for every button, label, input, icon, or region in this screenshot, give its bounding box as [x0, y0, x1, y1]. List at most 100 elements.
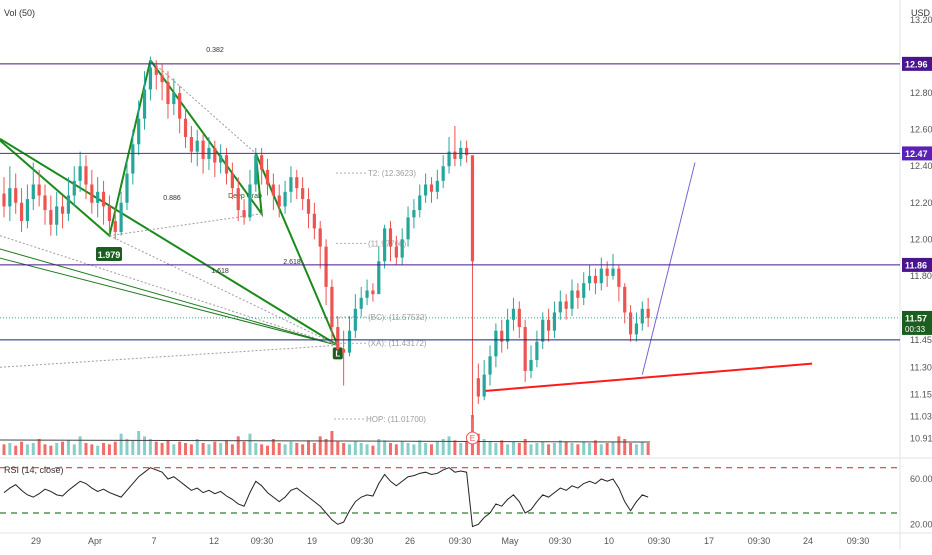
candle-body: [605, 268, 609, 276]
candle: [49, 195, 53, 236]
candle-body: [119, 202, 123, 233]
candle: [476, 363, 480, 404]
candle: [312, 202, 316, 240]
volume-bar: [271, 439, 275, 455]
candle-body: [142, 89, 147, 119]
last-price-badge-bg: [902, 310, 932, 335]
candle-body: [201, 140, 205, 159]
candle-body: [576, 290, 580, 298]
candle-body: [646, 308, 650, 318]
volume-bar: [599, 444, 603, 455]
candle: [529, 345, 533, 379]
volume-bar: [307, 440, 311, 455]
time-tick-label: Apr: [88, 536, 102, 546]
volume-bar: [61, 441, 65, 455]
candle-body: [318, 228, 322, 247]
candle: [623, 283, 627, 324]
candle-body: [623, 286, 627, 313]
volume-bar: [154, 441, 158, 455]
volume-bar: [166, 440, 170, 455]
candle-body: [183, 118, 188, 137]
candle: [447, 136, 451, 174]
volume-bar: [447, 436, 451, 455]
volume-ma-line: [0, 439, 651, 443]
trend-line: [484, 362, 813, 393]
volume-bar: [148, 439, 152, 455]
volume-bar: [102, 443, 106, 455]
volume-bar: [236, 436, 240, 455]
candle: [552, 301, 557, 339]
candle-body: [60, 206, 65, 214]
candle-body: [107, 206, 112, 222]
candle: [101, 180, 106, 225]
volume-bar: [248, 433, 252, 455]
candle: [254, 147, 258, 192]
trend-line: [641, 162, 696, 375]
candle-body: [552, 312, 557, 331]
candle-body: [101, 191, 106, 207]
candle-body: [295, 177, 299, 189]
volume-bar: [49, 445, 53, 455]
volume-bar: [412, 444, 416, 455]
candle-body: [359, 297, 363, 309]
candle-body: [406, 217, 410, 240]
candle-body: [628, 312, 633, 335]
candle-body: [131, 144, 135, 174]
candle: [570, 279, 574, 317]
pattern-connector: [150, 59, 257, 154]
candle-body: [617, 268, 621, 287]
volume-bar: [506, 444, 510, 455]
candle-body: [55, 206, 59, 225]
volume-bar: [564, 441, 568, 455]
candle-body: [447, 151, 451, 167]
volume-bar: [25, 444, 29, 455]
candle: [383, 224, 387, 269]
candle: [511, 297, 516, 331]
candle-body: [599, 268, 603, 284]
candle: [371, 283, 375, 302]
candle: [500, 319, 504, 353]
price-tick-label: 11.15: [910, 390, 932, 400]
volume-bar: [131, 440, 135, 455]
candle: [8, 166, 12, 222]
candle: [453, 126, 457, 167]
candle-body: [564, 301, 568, 309]
candle-body: [90, 184, 94, 203]
volume-bar: [634, 444, 638, 455]
candle-body: [242, 210, 246, 218]
candle-body: [353, 308, 357, 331]
candle-body: [260, 155, 264, 170]
volume-bar: [435, 441, 439, 455]
level-badge-bg: [902, 146, 932, 161]
candle: [617, 264, 621, 302]
candle-body: [78, 166, 82, 181]
candle: [412, 199, 416, 229]
time-tick-label: 29: [31, 536, 41, 546]
volume-bar: [535, 443, 539, 455]
volume-bar: [365, 444, 369, 455]
price-tick-label: 12.00: [910, 234, 932, 244]
volume-bar: [640, 441, 644, 455]
rsi-line: [3, 467, 649, 528]
candle: [43, 184, 47, 225]
candle: [113, 206, 117, 240]
volume-bar: [225, 440, 229, 455]
candle: [2, 177, 6, 218]
candle: [388, 221, 393, 262]
candle-body: [541, 319, 545, 342]
candle: [482, 359, 486, 401]
pattern-ratio-badge: 1.979: [96, 247, 122, 261]
pattern-connector: [0, 235, 338, 346]
volume-bar: [588, 443, 592, 455]
pattern-point-marker-text: L: [335, 349, 340, 358]
candle: [25, 184, 30, 229]
volume-bar: [31, 443, 35, 455]
candle: [277, 184, 281, 218]
level-layer: 12.96 12.47 11.86 11.57 00:33: [0, 56, 932, 341]
volume-bar: [371, 445, 375, 455]
candle-body: [500, 330, 504, 342]
candle: [441, 155, 445, 189]
volume-bar: [125, 439, 129, 455]
